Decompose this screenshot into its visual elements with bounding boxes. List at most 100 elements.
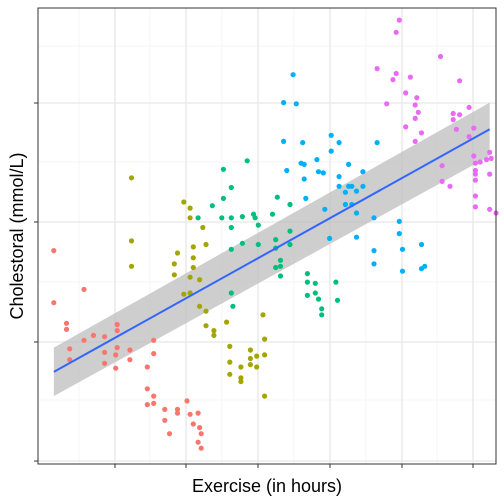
data-point (114, 345, 120, 351)
data-point (336, 183, 342, 189)
data-point (336, 140, 342, 146)
data-point (260, 312, 266, 318)
data-point (238, 375, 244, 381)
x-axis-label: Exercise (in hours) (192, 476, 342, 496)
data-point (353, 188, 360, 194)
data-point (274, 194, 280, 200)
data-point (349, 183, 355, 189)
data-point (254, 353, 260, 359)
data-point (255, 222, 261, 228)
data-point (277, 273, 284, 279)
data-point (151, 337, 157, 343)
data-point (328, 148, 334, 154)
data-point (171, 272, 177, 278)
data-point (190, 264, 196, 271)
data-point (303, 195, 309, 201)
data-point (51, 248, 57, 254)
data-point (374, 66, 380, 72)
data-points (51, 17, 499, 451)
data-point (353, 210, 360, 216)
data-point (219, 215, 225, 221)
data-point (114, 321, 120, 328)
data-point (238, 364, 244, 370)
data-point (437, 53, 444, 60)
data-point (412, 138, 418, 144)
data-point (228, 215, 234, 221)
data-point (353, 234, 360, 240)
data-point (239, 240, 245, 246)
data-point (472, 204, 478, 210)
data-point (144, 386, 150, 392)
data-point (453, 126, 459, 132)
data-point (81, 286, 87, 292)
data-point (319, 312, 325, 318)
data-point (262, 393, 268, 399)
data-point (457, 112, 463, 118)
data-point (312, 280, 318, 286)
data-point (328, 132, 334, 138)
data-point (393, 70, 399, 77)
regression-line (53, 128, 491, 373)
confidence-band (53, 102, 490, 397)
series-4 (281, 72, 428, 274)
data-point (195, 410, 201, 416)
data-point (403, 90, 409, 96)
data-point (203, 323, 209, 329)
data-point (67, 357, 73, 363)
data-point (457, 78, 463, 84)
data-point (407, 74, 413, 80)
data-point (396, 231, 402, 237)
data-point (144, 402, 150, 408)
data-point (342, 201, 348, 208)
series-5 (374, 17, 499, 216)
data-point (477, 159, 483, 165)
data-point (255, 241, 261, 248)
data-point (166, 431, 173, 437)
data-point (187, 411, 193, 417)
data-point (393, 29, 399, 35)
data-point (113, 352, 119, 358)
data-point (174, 410, 181, 416)
data-point (128, 175, 135, 181)
data-point (334, 297, 341, 303)
data-point (262, 336, 268, 342)
data-point (439, 178, 445, 184)
data-point (396, 17, 402, 23)
data-point (399, 246, 406, 252)
data-point (220, 166, 226, 172)
data-point (287, 228, 293, 234)
data-point (472, 193, 478, 199)
data-point (360, 183, 366, 189)
data-point (290, 72, 296, 78)
data-point (483, 157, 490, 163)
data-point (128, 238, 135, 244)
confidence-ribbon (53, 102, 490, 397)
data-point (301, 176, 307, 182)
data-point (287, 201, 293, 208)
data-point (198, 431, 204, 437)
data-point (113, 365, 119, 371)
data-point (360, 169, 366, 175)
data-point (203, 308, 209, 314)
data-point (209, 203, 215, 209)
data-point (102, 360, 108, 366)
data-point (312, 290, 318, 296)
data-point (439, 163, 445, 169)
data-point (181, 199, 187, 205)
y-axis-label: Cholestoral (mmol/L) (7, 152, 27, 319)
data-point (336, 174, 342, 180)
data-point (162, 406, 168, 412)
data-point (190, 421, 196, 427)
data-point (198, 445, 204, 451)
data-point (181, 291, 187, 297)
data-point (227, 359, 233, 365)
data-point (281, 138, 287, 144)
data-point (284, 167, 290, 174)
data-point (174, 250, 181, 256)
data-point (90, 332, 97, 338)
data-point (227, 343, 233, 349)
data-point (315, 296, 322, 302)
data-point (127, 357, 133, 363)
